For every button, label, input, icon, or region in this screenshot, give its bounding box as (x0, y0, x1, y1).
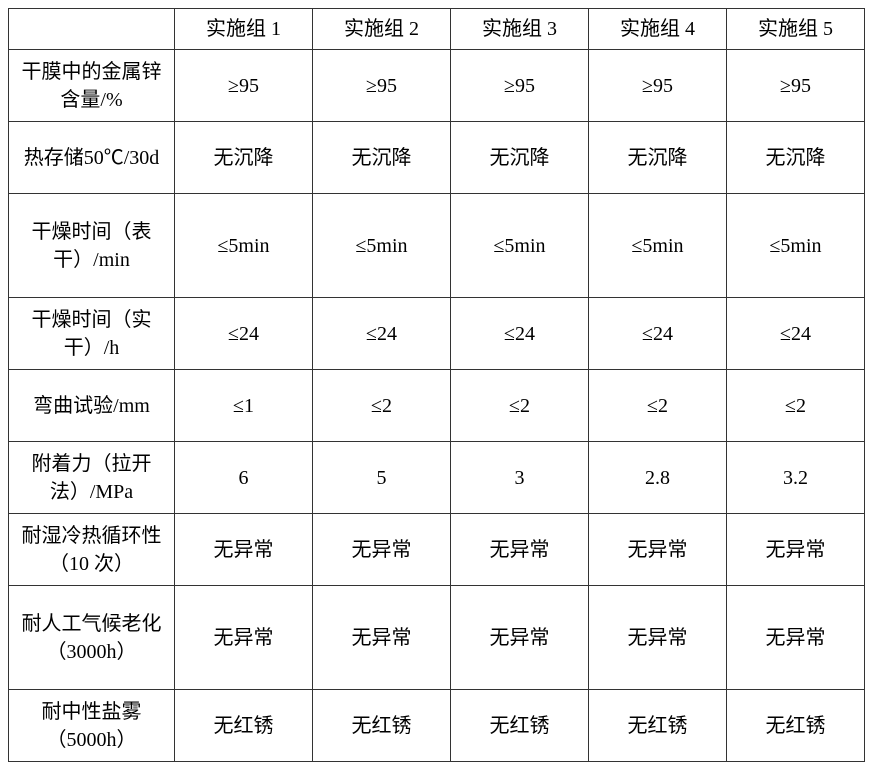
table-cell: 无异常 (451, 586, 589, 690)
table-row: 耐湿冷热循环性（10 次）无异常无异常无异常无异常无异常 (9, 514, 865, 586)
table-cell: ≥95 (175, 50, 313, 122)
column-header: 实施组 4 (589, 9, 727, 50)
row-label: 干燥时间（表干）/min (9, 194, 175, 298)
table-cell: 无沉降 (175, 122, 313, 194)
table-cell: 无异常 (451, 514, 589, 586)
table-cell: 无异常 (589, 586, 727, 690)
table-cell: 无异常 (313, 514, 451, 586)
table-cell: 无沉降 (589, 122, 727, 194)
column-header: 实施组 3 (451, 9, 589, 50)
table-cell: 无沉降 (451, 122, 589, 194)
table-cell: 无红锈 (589, 690, 727, 762)
table-cell: 无异常 (727, 586, 865, 690)
table-row: 附着力（拉开法）/MPa6532.83.2 (9, 442, 865, 514)
table-cell: 无异常 (589, 514, 727, 586)
table-cell: 无异常 (175, 586, 313, 690)
table-cell: ≤2 (589, 370, 727, 442)
table-cell: 3 (451, 442, 589, 514)
table-cell: ≥95 (313, 50, 451, 122)
data-table: 实施组 1 实施组 2 实施组 3 实施组 4 实施组 5 干膜中的金属锌含量/… (8, 8, 865, 762)
table-row: 干燥时间（实干）/h≤24≤24≤24≤24≤24 (9, 298, 865, 370)
column-header: 实施组 5 (727, 9, 865, 50)
table-cell: ≤24 (175, 298, 313, 370)
row-label: 弯曲试验/mm (9, 370, 175, 442)
table-cell: ≤5min (313, 194, 451, 298)
table-cell: 无红锈 (313, 690, 451, 762)
table-cell: 5 (313, 442, 451, 514)
table-cell: 无红锈 (175, 690, 313, 762)
table-cell: ≤5min (175, 194, 313, 298)
table-cell: 无沉降 (727, 122, 865, 194)
table-cell: ≤5min (589, 194, 727, 298)
table-cell: ≤2 (313, 370, 451, 442)
table-row: 干膜中的金属锌含量/%≥95≥95≥95≥95≥95 (9, 50, 865, 122)
table-row: 热存储50℃/30d无沉降无沉降无沉降无沉降无沉降 (9, 122, 865, 194)
table-cell: 无异常 (175, 514, 313, 586)
table-row: 弯曲试验/mm≤1≤2≤2≤2≤2 (9, 370, 865, 442)
table-cell: ≥95 (589, 50, 727, 122)
table-cell: ≤5min (727, 194, 865, 298)
table-cell: 无异常 (313, 586, 451, 690)
table-cell: 6 (175, 442, 313, 514)
table-cell: ≤2 (451, 370, 589, 442)
table-row: 耐中性盐雾（5000h）无红锈无红锈无红锈无红锈无红锈 (9, 690, 865, 762)
table-cell: ≤1 (175, 370, 313, 442)
table-body: 干膜中的金属锌含量/%≥95≥95≥95≥95≥95热存储50℃/30d无沉降无… (9, 50, 865, 762)
table-cell: ≤24 (451, 298, 589, 370)
table-cell: ≤24 (727, 298, 865, 370)
table-row: 耐人工气候老化（3000h）无异常无异常无异常无异常无异常 (9, 586, 865, 690)
table-cell: 3.2 (727, 442, 865, 514)
table-cell: ≥95 (727, 50, 865, 122)
row-label: 耐人工气候老化（3000h） (9, 586, 175, 690)
table-header-row: 实施组 1 实施组 2 实施组 3 实施组 4 实施组 5 (9, 9, 865, 50)
row-label: 干燥时间（实干）/h (9, 298, 175, 370)
table-cell: 2.8 (589, 442, 727, 514)
row-label: 耐湿冷热循环性（10 次） (9, 514, 175, 586)
column-header: 实施组 2 (313, 9, 451, 50)
table-cell: ≤5min (451, 194, 589, 298)
table-cell: ≤24 (589, 298, 727, 370)
table-cell: 无异常 (727, 514, 865, 586)
row-label: 干膜中的金属锌含量/% (9, 50, 175, 122)
table-cell: 无沉降 (313, 122, 451, 194)
table-row: 干燥时间（表干）/min≤5min≤5min≤5min≤5min≤5min (9, 194, 865, 298)
header-empty-cell (9, 9, 175, 50)
table-cell: 无红锈 (727, 690, 865, 762)
table-cell: ≤24 (313, 298, 451, 370)
table-cell: ≤2 (727, 370, 865, 442)
row-label: 热存储50℃/30d (9, 122, 175, 194)
row-label: 耐中性盐雾（5000h） (9, 690, 175, 762)
column-header: 实施组 1 (175, 9, 313, 50)
table-cell: ≥95 (451, 50, 589, 122)
row-label: 附着力（拉开法）/MPa (9, 442, 175, 514)
table-cell: 无红锈 (451, 690, 589, 762)
